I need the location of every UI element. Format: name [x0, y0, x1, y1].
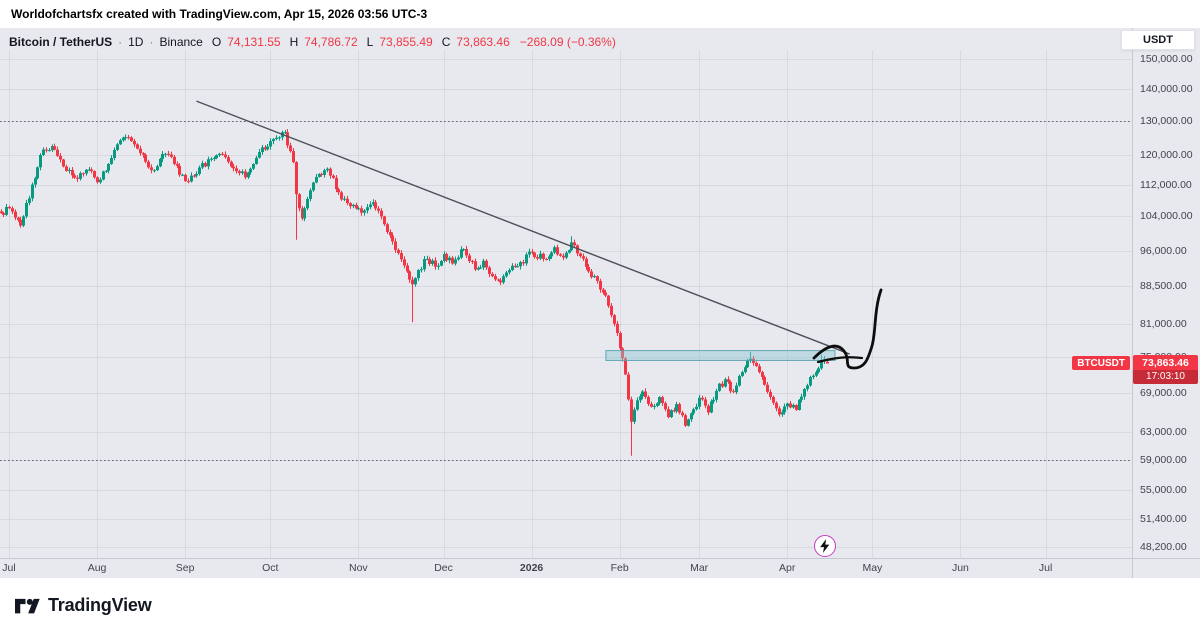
time-tick-label: 2026 [519, 562, 544, 574]
separator-dot: · [118, 35, 123, 49]
close-label: C [441, 35, 451, 49]
time-tick-label: Feb [610, 562, 629, 574]
tradingview-logo-text[interactable]: TradingView [48, 594, 152, 615]
symbol-name[interactable]: Bitcoin / TetherUS [9, 35, 113, 49]
price-tick-label: 112,000.00 [1140, 178, 1192, 191]
price-tick-label: 96,000.00 [1140, 244, 1187, 257]
current-price-value: 73,863.46 [1142, 357, 1189, 370]
interval-label[interactable]: 1D [128, 35, 144, 49]
time-axis[interactable]: Jul Aug Sep Oct Nov Dec 2026 Feb Mar Apr May Jun Jul [0, 559, 1132, 578]
footer: TradingView [0, 578, 1200, 632]
current-price-axis-label: 73,863.46 17:03:10 [1133, 355, 1198, 385]
price-chart-canvas[interactable] [0, 28, 1200, 578]
change-value: −268.09 (−0.36%) [519, 35, 616, 49]
close-value: 73,863.46 [456, 35, 510, 49]
price-tick-label: 140,000.00 [1140, 82, 1193, 95]
time-tick-label: Sep [175, 562, 195, 574]
price-tick-label: 59,000.00 [1140, 454, 1187, 467]
price-tick-label: 69,000.00 [1140, 386, 1187, 399]
high-label: H [289, 35, 299, 49]
bar-countdown: 17:03:10 [1133, 370, 1198, 385]
price-tick-label: 150,000.00 [1140, 52, 1193, 65]
chart-region: Bitcoin / TetherUS · 1D · Binance O 74,1… [0, 28, 1200, 578]
time-tick-label: Dec [434, 562, 453, 574]
time-tick-label: Nov [348, 562, 368, 574]
price-tick-label: 55,000.00 [1140, 484, 1187, 497]
low-label: L [366, 35, 374, 49]
price-tick-label: 51,400.00 [1140, 513, 1187, 526]
price-tick-label: 120,000.00 [1140, 148, 1193, 161]
lightning-bolt-icon [820, 539, 830, 553]
open-value: 74,131.55 [227, 35, 281, 49]
separator-dot: · [149, 35, 154, 49]
currency-toggle-button[interactable]: USDT [1121, 30, 1195, 50]
time-tick-label: Apr [779, 562, 796, 574]
symbol-price-line-tag: BTCUSDT [1072, 356, 1130, 371]
attribution-bar: Worldofchartsfx created with TradingView… [0, 0, 1200, 28]
symbol-header[interactable]: Bitcoin / TetherUS · 1D · Binance O 74,1… [9, 33, 616, 51]
time-tick-label: Mar [690, 562, 709, 574]
time-tick-label: Jul [2, 562, 16, 574]
price-tick-label: 81,000.00 [1140, 317, 1187, 330]
high-value: 74,786.72 [304, 35, 358, 49]
time-tick-label: May [862, 562, 883, 574]
price-axis[interactable]: 150,000.00 140,000.00 130,000.00 120,000.00… [1132, 28, 1200, 578]
lightning-bolt-marker[interactable] [814, 535, 836, 557]
attribution-text: Worldofchartsfx created with TradingView… [11, 7, 428, 21]
time-tick-label: Jul [1038, 562, 1053, 574]
price-tick-label: 104,000.00 [1140, 210, 1193, 223]
time-tick-label: Jun [951, 562, 969, 574]
price-tick-label: 48,200.00 [1140, 540, 1187, 553]
price-tick-label: 130,000.00 [1140, 114, 1193, 127]
tradingview-logo-icon[interactable] [15, 595, 40, 616]
low-value: 73,855.49 [379, 35, 433, 49]
open-label: O [211, 35, 222, 49]
price-tick-label: 63,000.00 [1140, 425, 1187, 438]
exchange-label: Binance [159, 35, 203, 49]
time-tick-label: Oct [262, 562, 279, 574]
time-tick-label: Aug [87, 562, 107, 574]
price-tick-label: 88,500.00 [1140, 279, 1187, 292]
